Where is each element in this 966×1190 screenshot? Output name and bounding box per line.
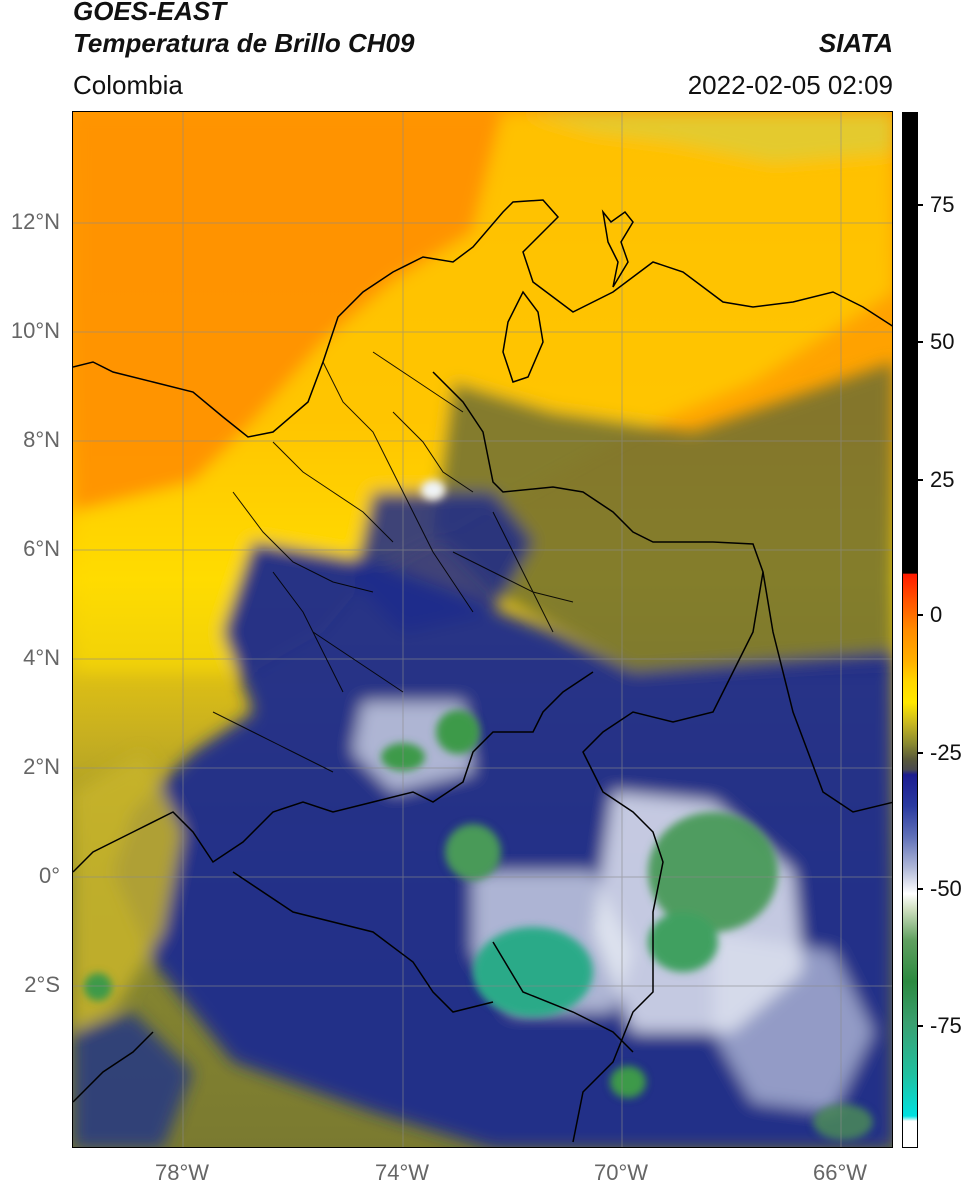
cold-cloud-top-1 [648,812,778,932]
cold-cloud-top-7 [610,1066,646,1098]
satellite-imagery [73,112,892,1147]
lon-label-66w: 66°W [812,1160,868,1185]
colorbar-label-75: 75 [930,192,955,217]
colorbar-label-50: 50 [930,329,955,354]
region-label: Colombia [73,70,183,100]
navy-patch-north [353,492,533,632]
lat-label-6n: 6°N [23,536,60,561]
satellite-map[interactable] [72,111,893,1148]
colorbar-label-m25: -25 [930,740,962,765]
lat-label-12n: 12°N [10,209,60,234]
country-borders [73,199,892,1143]
colorbar-label-0: 0 [930,602,943,627]
colorbar-tick-25 [918,479,923,481]
colorbar-label-m50: -50 [930,876,962,901]
colorbar-tick-75 [918,204,923,206]
lon-label-74w: 74°W [374,1160,430,1185]
colorbar-tick-0 [918,614,923,616]
colorbar-tick-m75 [918,1025,923,1027]
pacific-yellow [73,752,183,1032]
product-title: GOES-EAST [73,0,227,26]
colorbar-tick-m25 [918,752,923,754]
colorbar-tick-m50 [918,888,923,890]
lat-label-2s: 2°S [24,972,60,997]
colorbar-label-m75: -75 [930,1013,962,1038]
cold-cloud-top-3 [473,927,593,1017]
cold-cloud-top-5 [436,710,480,754]
lat-label-2n: 2°N [23,754,60,779]
colorbar-tick-50 [918,341,923,343]
cold-cloud-top-4 [445,824,501,880]
lat-label-8n: 8°N [23,427,60,452]
graticule [73,112,892,1147]
olive-region [433,362,892,672]
cold-cloud-top-2 [648,912,718,972]
department-borders [212,351,574,773]
product-subtitle: Temperatura de Brillo CH09 [73,28,415,58]
lon-label-70w: 70°W [593,1160,649,1185]
small-cell-north [421,480,445,500]
lon-label-78w: 78°W [154,1160,210,1185]
orange-region [73,112,503,512]
upper-right-tint [523,112,892,162]
organization-label: SIATA [818,28,893,58]
lat-label-0: 0° [38,863,60,888]
lat-label-4n: 4°N [23,645,60,670]
colorbar [902,112,918,1148]
southwest-navy [73,1012,193,1147]
cold-cloud-top-8 [813,1104,873,1140]
white-cloud-southeast [713,932,873,1112]
lat-label-10n: 10°N [10,318,60,343]
timestamp-label: 2022-02-05 02:09 [687,70,893,100]
colorbar-label-25: 25 [930,467,955,492]
cold-cloud-top-9 [84,973,112,1001]
